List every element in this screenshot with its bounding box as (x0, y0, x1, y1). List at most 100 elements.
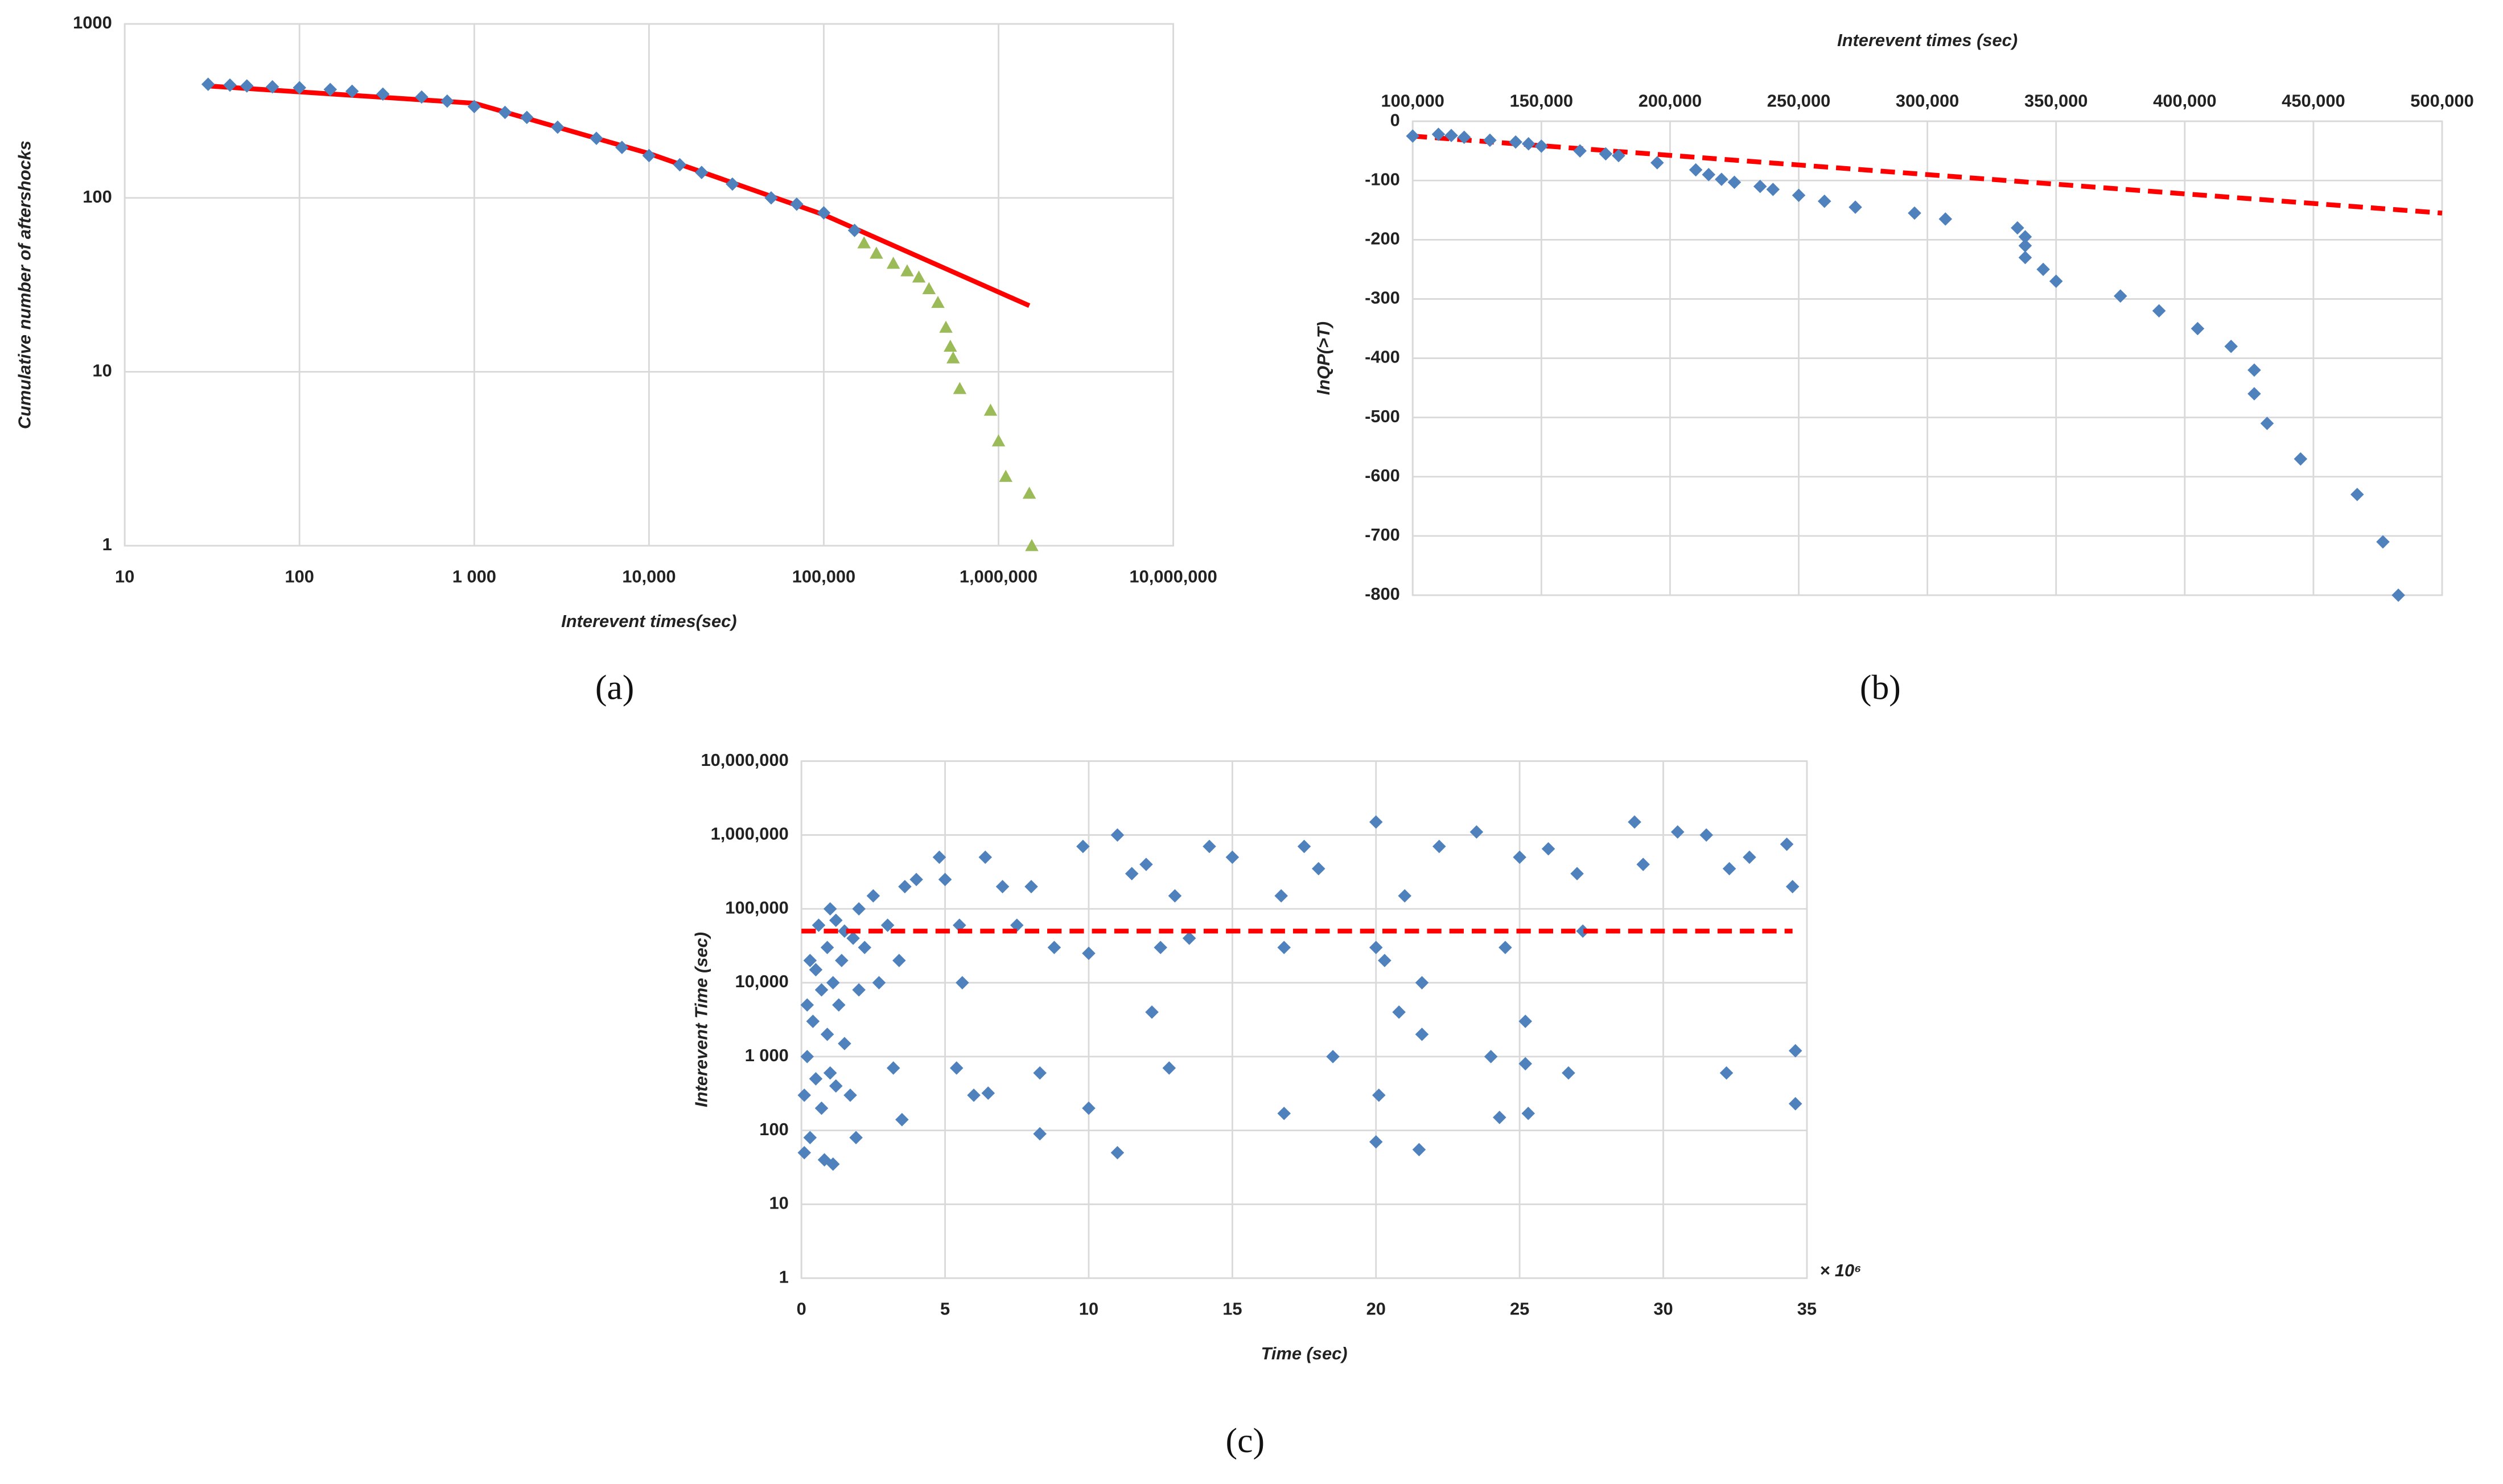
data-point (1599, 147, 1613, 161)
panel-label: (b) (1860, 668, 1901, 707)
plot-area (800, 760, 1808, 1279)
data-point (1628, 815, 1641, 829)
data-point (498, 105, 512, 119)
data-point (1650, 156, 1664, 170)
x-tick-label: 100,000 (1381, 91, 1444, 111)
x-tick-label: 1,000,000 (960, 566, 1038, 586)
data-point (1110, 828, 1125, 842)
data-point (1431, 127, 1446, 141)
data-point (642, 149, 656, 163)
data-point (223, 78, 237, 92)
data-point (2191, 321, 2205, 336)
x-tick-label: 300,000 (1896, 91, 1959, 111)
data-point (1457, 130, 1471, 145)
data-point (376, 87, 390, 101)
data-point (809, 963, 823, 976)
data-point (726, 177, 739, 191)
data-point (1817, 194, 1831, 208)
data-point (866, 889, 880, 903)
y-tick-label: 0 (1390, 110, 1400, 130)
data-point (806, 1015, 820, 1028)
data-point (800, 998, 814, 1012)
data-point (846, 931, 860, 945)
chart-1: 100,000 150,000 200,000 250,000 300,000 350,0… (1314, 30, 2474, 707)
data-point (797, 1145, 812, 1160)
data-point (931, 295, 945, 308)
data-point (2049, 274, 2063, 288)
y-tick-label: 10 (769, 1193, 788, 1213)
data-point (1076, 839, 1090, 854)
data-point (1521, 1106, 1535, 1120)
data-point (590, 131, 603, 145)
data-point (1392, 1005, 1406, 1019)
data-point (1766, 183, 1780, 196)
data-point (673, 158, 687, 172)
data-point (1792, 188, 1806, 203)
y-tick-label: 1 (102, 534, 112, 554)
data-point (870, 246, 883, 259)
y-tick-label: 10,000 (735, 971, 788, 991)
data-point (1509, 135, 1522, 149)
y-tick-label: -200 (1365, 228, 1400, 248)
data-point (1415, 976, 1429, 990)
data-point (1369, 815, 1383, 829)
data-point (2391, 588, 2405, 602)
data-point (852, 902, 866, 916)
data-point (812, 918, 826, 932)
data-point (520, 110, 534, 125)
data-point (790, 197, 804, 211)
x-tick-label: 100 (285, 566, 314, 586)
data-point (2018, 238, 2032, 253)
data-point (1025, 539, 1039, 551)
data-point (1498, 941, 1512, 954)
data-point (991, 434, 1006, 447)
data-point (953, 918, 966, 932)
data-point (1203, 839, 1216, 854)
data-point (1277, 1106, 1291, 1120)
data-point (1274, 889, 1288, 903)
x-tick-label: 400,000 (2153, 91, 2216, 111)
data-point (939, 320, 953, 333)
y-tick-label: 1,000,000 (711, 824, 789, 844)
x-tick-label: 10,000 (622, 566, 676, 586)
data-point (900, 264, 914, 277)
data-point (832, 998, 846, 1012)
y-tick-label: -500 (1365, 406, 1400, 426)
data-point (809, 1072, 823, 1086)
data-point (1139, 858, 1153, 871)
data-point (1024, 880, 1038, 893)
data-point (1534, 139, 1549, 153)
x-tick-label: 250,000 (1767, 91, 1830, 111)
data-point (1938, 212, 1953, 226)
data-point (2294, 452, 2308, 466)
data-point (1689, 163, 1703, 177)
data-point (615, 141, 629, 154)
data-point (2376, 535, 2390, 549)
data-point (1484, 1050, 1498, 1063)
data-point (995, 880, 1010, 893)
data-point (1699, 828, 1714, 842)
data-point (1518, 1015, 1532, 1028)
y-tick-label: 1000 (73, 13, 112, 32)
data-point (323, 83, 337, 97)
data-point (1412, 1143, 1426, 1157)
data-point (1849, 200, 1862, 214)
y-tick-label: -400 (1365, 347, 1400, 367)
data-point (1788, 1096, 1802, 1111)
data-point (999, 469, 1013, 482)
data-point (1372, 1088, 1386, 1102)
data-point (2018, 230, 2032, 244)
y-tick-label: 100 (83, 187, 112, 207)
data-point (2247, 363, 2261, 377)
data-point (892, 954, 906, 967)
data-point (1369, 941, 1383, 954)
x-axis-label: Interevent times(sec) (561, 611, 736, 631)
data-point (978, 850, 993, 864)
data-point (1469, 825, 1484, 839)
data-point (551, 120, 565, 134)
panel-label: (a) (595, 668, 634, 707)
x-tick-label: 25 (1510, 1298, 1529, 1318)
x-tick-label: 350,000 (2024, 91, 2088, 111)
data-point (1727, 175, 1742, 189)
